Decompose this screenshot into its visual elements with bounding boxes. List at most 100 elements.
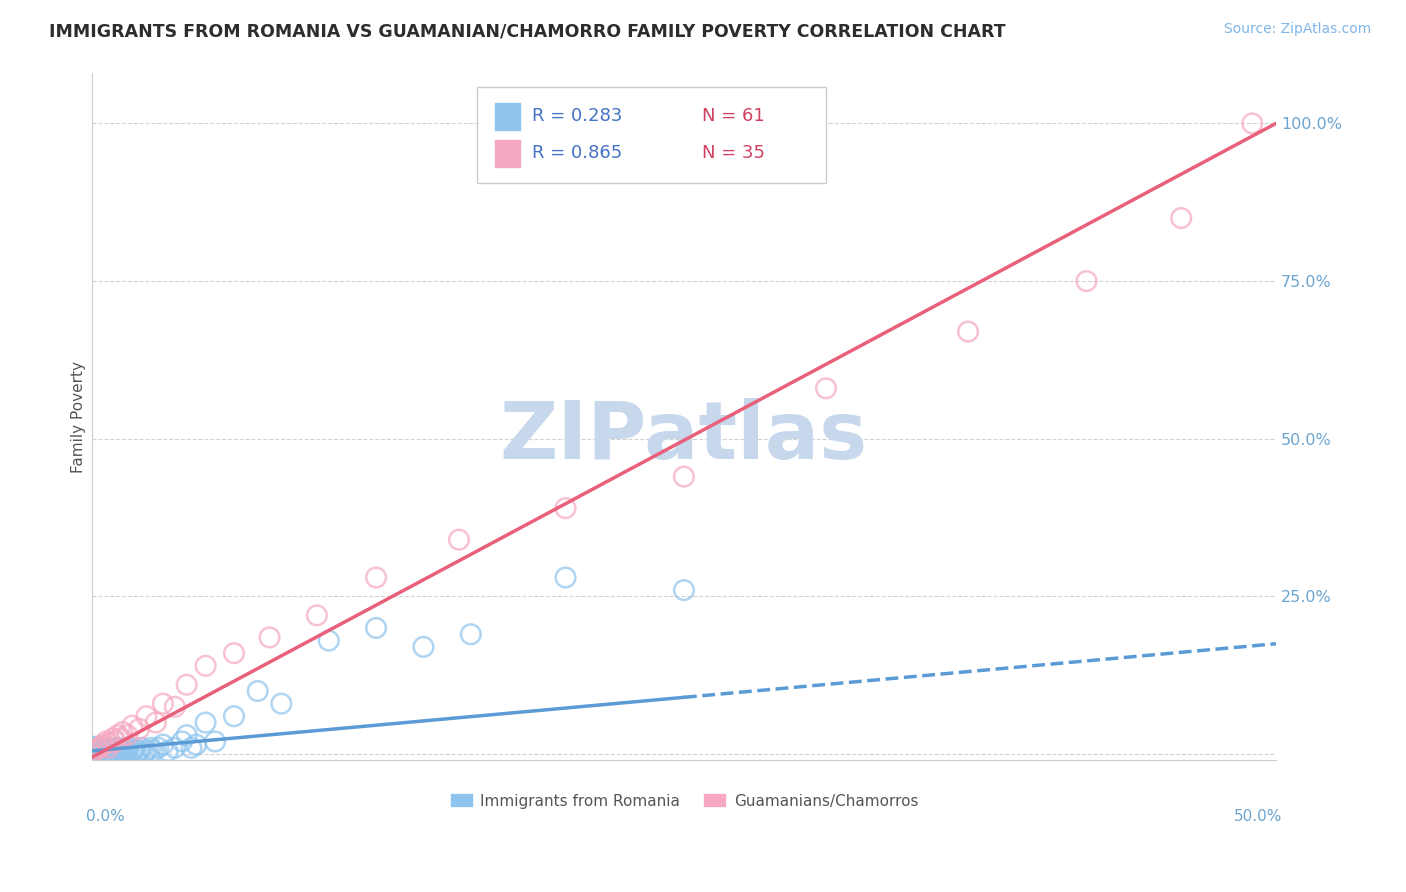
Point	[87, 742, 110, 756]
Point	[148, 740, 170, 755]
Point	[554, 570, 576, 584]
Point	[121, 744, 143, 758]
Point	[152, 697, 174, 711]
Point	[86, 742, 108, 756]
Legend: Immigrants from Romania, Guamanians/Chamorros: Immigrants from Romania, Guamanians/Cham…	[444, 788, 924, 814]
Point	[128, 722, 150, 736]
Point	[104, 740, 127, 755]
Point	[110, 742, 132, 756]
Point	[87, 747, 110, 761]
Point	[194, 658, 217, 673]
Point	[107, 747, 129, 761]
Point	[814, 381, 837, 395]
Point	[94, 747, 117, 761]
Point	[103, 747, 125, 761]
Point	[156, 744, 179, 758]
Point	[180, 740, 202, 755]
FancyBboxPatch shape	[477, 87, 825, 183]
Point	[100, 747, 122, 761]
Point	[204, 734, 226, 748]
Point	[103, 744, 125, 758]
Point	[100, 742, 122, 756]
Point	[318, 633, 340, 648]
Point	[117, 740, 139, 755]
Point	[125, 747, 148, 761]
Point	[111, 744, 134, 758]
Point	[170, 734, 193, 748]
Point	[124, 742, 146, 756]
Point	[90, 747, 112, 761]
Point	[152, 738, 174, 752]
Point	[131, 740, 153, 755]
Point	[142, 744, 165, 758]
Text: N = 61: N = 61	[702, 107, 765, 125]
Point	[107, 740, 129, 755]
Point	[176, 678, 198, 692]
Point	[90, 744, 112, 758]
Point	[90, 739, 112, 754]
Point	[114, 747, 136, 761]
Point	[222, 646, 245, 660]
Point	[447, 533, 470, 547]
Point	[128, 744, 150, 758]
Point	[672, 583, 695, 598]
Text: ZIPatlas: ZIPatlas	[499, 399, 868, 476]
Point	[364, 570, 387, 584]
Point	[364, 621, 387, 635]
Point	[194, 715, 217, 730]
Point	[135, 709, 157, 723]
Point	[93, 738, 115, 752]
Point	[97, 747, 120, 761]
FancyBboxPatch shape	[495, 139, 520, 168]
Point	[222, 709, 245, 723]
Point	[110, 747, 132, 761]
Point	[111, 725, 134, 739]
Point	[1241, 116, 1264, 130]
Text: 50.0%: 50.0%	[1233, 808, 1282, 823]
Point	[957, 325, 980, 339]
Point	[139, 740, 162, 755]
Point	[87, 740, 110, 755]
Text: R = 0.283: R = 0.283	[533, 107, 623, 125]
Text: Source: ZipAtlas.com: Source: ZipAtlas.com	[1223, 22, 1371, 37]
Point	[672, 469, 695, 483]
Point	[93, 747, 115, 761]
Y-axis label: Family Poverty: Family Poverty	[72, 360, 86, 473]
Point	[104, 744, 127, 758]
Point	[83, 744, 105, 758]
Point	[305, 608, 328, 623]
Point	[103, 731, 125, 746]
Point	[80, 747, 103, 761]
Point	[94, 740, 117, 755]
Point	[163, 699, 186, 714]
Text: R = 0.865: R = 0.865	[533, 145, 623, 162]
Point	[111, 747, 134, 761]
Point	[259, 631, 281, 645]
Point	[104, 734, 127, 748]
Point	[86, 747, 108, 761]
Point	[184, 738, 207, 752]
Point	[97, 740, 120, 755]
Point	[97, 744, 120, 758]
Point	[176, 728, 198, 742]
Point	[86, 744, 108, 758]
Point	[86, 739, 108, 754]
Point	[246, 684, 269, 698]
Point	[117, 744, 139, 758]
Point	[83, 747, 105, 761]
Point	[1076, 274, 1098, 288]
FancyBboxPatch shape	[495, 102, 520, 131]
Point	[80, 747, 103, 761]
Point	[117, 728, 139, 742]
Text: N = 35: N = 35	[702, 145, 765, 162]
Point	[270, 697, 292, 711]
Text: 0.0%: 0.0%	[86, 808, 125, 823]
Point	[135, 744, 157, 758]
Point	[145, 715, 167, 730]
Point	[83, 740, 105, 755]
Point	[104, 747, 127, 761]
Point	[121, 719, 143, 733]
Point	[94, 734, 117, 748]
Point	[132, 747, 155, 761]
Point	[100, 736, 122, 750]
